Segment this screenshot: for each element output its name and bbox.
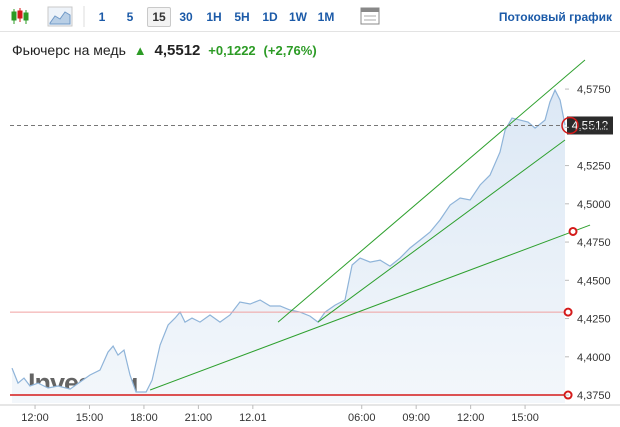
interval-button[interactable]: 30 bbox=[179, 10, 193, 24]
y-tick-label: 4,3750 bbox=[577, 390, 611, 402]
area-icon[interactable] bbox=[47, 6, 73, 27]
x-tick-label: 15:00 bbox=[511, 412, 539, 424]
last-price-box bbox=[567, 116, 613, 135]
toolbar-icons bbox=[11, 6, 380, 27]
y-tick-label: 4,4500 bbox=[577, 275, 611, 287]
trend-line bbox=[149, 224, 591, 391]
up-arrow: ▲ bbox=[133, 43, 147, 58]
line-marker bbox=[563, 307, 573, 317]
toolbar: Потоковый график 1 5 15 30 1H 5H 1D 1W 1M bbox=[0, 0, 620, 32]
price-marker bbox=[561, 116, 579, 135]
y-tick-label: 4,4750 bbox=[577, 237, 611, 249]
interval-button[interactable]: 5 bbox=[126, 10, 134, 24]
candle-icon[interactable] bbox=[11, 8, 29, 24]
change: +0,1222 bbox=[208, 43, 256, 58]
y-tick-label: 4,5500 bbox=[577, 122, 611, 134]
y-tick-label: 4,5250 bbox=[577, 161, 611, 173]
change-percent: (+2,76%) bbox=[263, 43, 317, 58]
trend-line bbox=[317, 139, 566, 323]
header: Фьючерс на медь ▲ 4,5512 +0,1222 (+2,76%… bbox=[12, 42, 321, 59]
x-tick-label: 12:00 bbox=[457, 412, 485, 424]
area-fill bbox=[11, 90, 566, 403]
x-tick-label: 12.01 bbox=[239, 412, 267, 424]
interval-button[interactable]: 1D bbox=[262, 10, 278, 24]
y-tick-label: 4,5750 bbox=[577, 84, 611, 96]
instrument-name: Фьючерс на медь bbox=[12, 42, 126, 58]
line-marker bbox=[568, 226, 578, 236]
interval-button[interactable]: 1 bbox=[98, 10, 106, 24]
interval-button[interactable]: 5H bbox=[234, 10, 250, 24]
calendar-icon[interactable] bbox=[360, 7, 380, 25]
x-tick-label: 06:00 bbox=[348, 412, 376, 424]
price: 4,5512 bbox=[154, 42, 201, 59]
interval-button[interactable]: 15 bbox=[147, 7, 171, 27]
price-line bbox=[11, 88, 566, 393]
last-price-label: 4,5512 bbox=[572, 118, 609, 132]
trend-line bbox=[277, 59, 586, 323]
x-tick-label: 12:00 bbox=[21, 412, 49, 424]
x-tick-label: 21:00 bbox=[185, 412, 213, 424]
x-tick-label: 09:00 bbox=[402, 412, 430, 424]
stream-link[interactable]: Потоковый график bbox=[498, 10, 612, 24]
x-tick-label: 18:00 bbox=[130, 412, 158, 424]
y-tick-label: 4,4250 bbox=[577, 314, 611, 326]
interval-button[interactable]: 1M bbox=[317, 10, 335, 24]
y-tick-label: 4,5000 bbox=[577, 199, 611, 211]
y-tick-label: 4,4000 bbox=[577, 352, 611, 364]
interval-button[interactable]: 1W bbox=[289, 10, 307, 24]
interval-button[interactable]: 1H bbox=[206, 10, 222, 24]
x-tick-label: 15:00 bbox=[76, 412, 104, 424]
